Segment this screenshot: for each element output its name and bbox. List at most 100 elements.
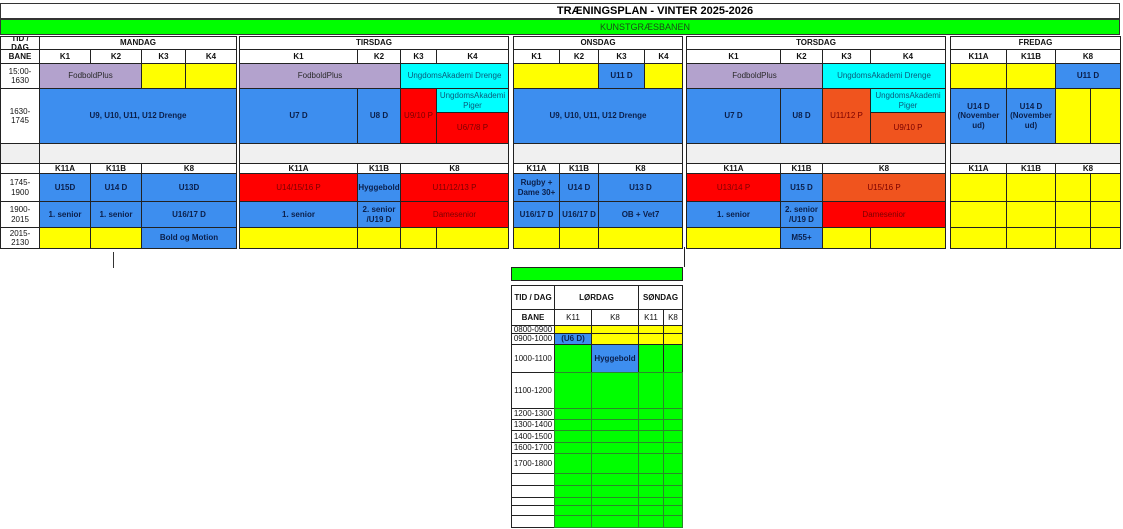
cell-empty[interactable] [1006, 173, 1056, 202]
cell-k11[interactable]: K11 [554, 309, 592, 326]
cell-torsdag[interactable]: TORSDAG [686, 36, 946, 50]
cell-k2[interactable]: K2 [559, 49, 599, 64]
cell-u11-d[interactable]: U11 D [1055, 63, 1121, 89]
cell-empty[interactable] [638, 372, 664, 409]
cell-rugby-dame-30[interactable]: Rugby + Dame 30+ [513, 173, 560, 202]
cell-u8-d[interactable]: U8 D [780, 88, 823, 144]
cell-u15-d[interactable]: U15 D [780, 173, 823, 202]
cell-empty[interactable] [39, 143, 237, 164]
cell-1630-1745[interactable]: 1630-1745 [0, 88, 40, 144]
cell-k1[interactable]: K1 [39, 49, 91, 64]
cell-empty[interactable] [686, 143, 946, 164]
cell-damesenior[interactable]: Damesenior [822, 201, 946, 228]
cell-k2[interactable]: K2 [780, 49, 823, 64]
cell-empty[interactable] [1055, 201, 1091, 228]
cell-mandag[interactable]: MANDAG [39, 36, 237, 50]
cell-empty[interactable] [950, 63, 1007, 89]
cell-bane[interactable]: BANE [0, 49, 40, 64]
cell-empty[interactable] [1090, 88, 1121, 144]
cell-u16-17-d[interactable]: U16/17 D [513, 201, 560, 228]
cell-u14-d[interactable]: U14 D [90, 173, 142, 202]
cell-empty[interactable] [511, 267, 683, 281]
cell-empty[interactable] [554, 515, 592, 528]
cell-empty[interactable] [357, 227, 401, 249]
cell-empty[interactable] [554, 372, 592, 409]
cell-onsdag[interactable]: ONSDAG [513, 36, 683, 50]
cell-k4[interactable]: K4 [185, 49, 237, 64]
cell-1900-2015[interactable]: 1900-2015 [0, 201, 40, 228]
cell-u9-10-p[interactable]: U9/10 P [870, 112, 946, 144]
cell-empty[interactable] [591, 372, 639, 409]
cell-1-senior[interactable]: 1. senior [239, 201, 358, 228]
cell-empty[interactable] [1006, 201, 1056, 228]
cell-bane[interactable]: BANE [511, 309, 555, 326]
cell-hyggebold[interactable]: Hyggebold [357, 173, 401, 202]
cell-empty[interactable] [1006, 227, 1056, 249]
cell-empty[interactable] [638, 344, 664, 373]
cell-empty[interactable] [950, 143, 1121, 164]
cell-k3[interactable]: K3 [822, 49, 871, 64]
cell-u11-12-p[interactable]: U11/12 P [822, 88, 871, 144]
cell-u7-d[interactable]: U7 D [686, 88, 781, 144]
cell-k3[interactable]: K3 [598, 49, 645, 64]
cell-1-senior[interactable]: 1. senior [686, 201, 781, 228]
cell-u13-14-p[interactable]: U13/14 P [686, 173, 781, 202]
cell-lørdag[interactable]: LØRDAG [554, 285, 639, 310]
cell-2-senior-u19-d[interactable]: 2. senior /U19 D [357, 201, 401, 228]
cell-empty[interactable] [591, 453, 639, 474]
cell-empty[interactable] [822, 227, 871, 249]
cell-u11-12-13-p[interactable]: U11/12/13 P [400, 173, 509, 202]
cell-empty[interactable] [239, 227, 358, 249]
cell-empty[interactable] [591, 515, 639, 528]
cell-1-senior[interactable]: 1. senior [39, 201, 91, 228]
cell-empty[interactable] [1090, 227, 1121, 249]
cell-fredag[interactable]: FREDAG [950, 36, 1121, 50]
cell-k2[interactable]: K2 [357, 49, 401, 64]
cell-empty[interactable] [554, 453, 592, 474]
cell-empty[interactable] [1055, 227, 1091, 249]
cell-empty[interactable] [90, 227, 142, 249]
cell-empty[interactable] [1090, 201, 1121, 228]
cell-empty[interactable] [554, 344, 592, 373]
cell-empty[interactable] [1090, 173, 1121, 202]
cell-tirsdag[interactable]: TIRSDAG [239, 36, 509, 50]
cell-u8-d[interactable]: U8 D [357, 88, 401, 144]
cell-empty[interactable] [663, 453, 683, 474]
cell-k3[interactable]: K3 [400, 49, 437, 64]
cell-ob-vet7[interactable]: OB + Vet7 [598, 201, 683, 228]
cell-empty[interactable] [1055, 88, 1091, 144]
cell-u14-d-november-ud[interactable]: U14 D (November ud) [950, 88, 1007, 144]
cell-empty[interactable] [513, 143, 683, 164]
cell-empty[interactable] [950, 227, 1007, 249]
cell-empty[interactable] [644, 63, 683, 89]
cell-k1[interactable]: K1 [239, 49, 358, 64]
cell-fodboldplus[interactable]: FodboldPlus [39, 63, 142, 89]
cell-fodboldplus[interactable]: FodboldPlus [686, 63, 823, 89]
cell-1100-1200[interactable]: 1100-1200 [511, 372, 555, 409]
cell-15-00-1630[interactable]: 15:00-1630 [0, 63, 40, 89]
cell-u7-d[interactable]: U7 D [239, 88, 358, 144]
cell-empty[interactable] [1006, 63, 1056, 89]
cell-empty[interactable] [638, 515, 664, 528]
cell-k1[interactable]: K1 [686, 49, 781, 64]
cell-bold-og-motion[interactable]: Bold og Motion [141, 227, 237, 249]
cell-2015-2130[interactable]: 2015-2130 [0, 227, 40, 249]
cell-u14-15-16-p[interactable]: U14/15/16 P [239, 173, 358, 202]
cell-empty[interactable] [663, 344, 683, 373]
cell-u15-16-p[interactable]: U15/16 P [822, 173, 946, 202]
cell-empty[interactable] [0, 143, 40, 164]
cell-tid-dag[interactable]: TID / DAG [0, 36, 40, 50]
cell-empty[interactable] [870, 227, 946, 249]
cell-empty[interactable] [185, 63, 237, 89]
cell-k3[interactable]: K3 [141, 49, 186, 64]
cell-u14-d-november-ud[interactable]: U14 D (November ud) [1006, 88, 1056, 144]
cell-empty[interactable] [239, 143, 509, 164]
cell-k4[interactable]: K4 [644, 49, 683, 64]
cell-u13d[interactable]: U13D [141, 173, 237, 202]
cell-tid-dag[interactable]: TID / DAG [511, 285, 555, 310]
cell-empty[interactable] [436, 227, 509, 249]
cell-empty[interactable] [950, 173, 1007, 202]
cell-empty[interactable] [638, 453, 664, 474]
cell-hyggebold[interactable]: Hyggebold [591, 344, 639, 373]
cell-k1[interactable]: K1 [513, 49, 560, 64]
